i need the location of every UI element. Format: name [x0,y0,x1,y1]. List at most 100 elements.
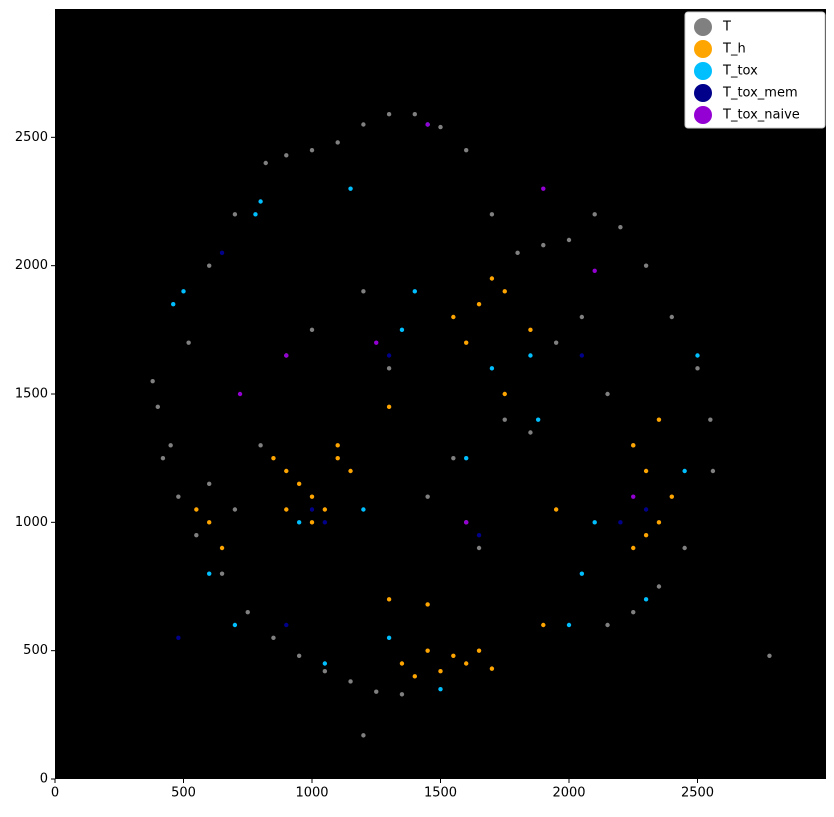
point [361,122,366,127]
point [767,653,772,658]
point [451,653,456,658]
point [695,366,700,371]
point [386,404,392,410]
legend-marker [694,40,712,58]
point [219,571,225,576]
point [263,160,268,166]
point [361,733,366,738]
point [309,147,315,153]
point [656,520,662,525]
point [605,391,610,397]
point [710,468,716,474]
point [631,494,636,499]
point [374,689,379,694]
point [348,468,353,474]
plot-area [55,9,826,779]
point [322,661,328,666]
point [284,468,289,474]
point [412,289,417,294]
x-tick-label: 2500 [681,786,714,801]
point [258,199,263,204]
y-tick-label: 1500 [15,387,48,402]
point [643,263,649,268]
legend-label: T_tox_naive [722,108,800,123]
point [669,494,674,499]
point [425,494,430,499]
point [284,507,289,512]
point [489,276,495,281]
point [322,520,328,525]
x-tick-label: 1000 [295,786,328,801]
point [631,545,636,551]
point [553,507,559,512]
point [361,507,366,512]
point [592,212,597,217]
point [425,122,430,127]
point [476,532,482,538]
point [438,669,443,674]
point [309,507,315,512]
point [348,186,353,191]
point [476,301,482,307]
point [489,366,495,371]
point [322,507,328,512]
y-tick-label: 1000 [15,515,48,530]
point [219,545,225,551]
point [528,327,533,333]
point [399,692,405,697]
point [669,314,674,320]
point [464,340,469,345]
point [592,520,597,525]
point [656,584,662,589]
x-tick-label: 1500 [424,786,457,801]
point [386,635,392,641]
point [207,571,212,576]
point [245,609,250,615]
point [438,124,443,130]
legend-marker [694,84,712,102]
point [528,353,533,358]
point [284,353,289,358]
legend-label: T_h [722,42,746,57]
point [386,112,392,117]
point [181,289,186,294]
point [708,417,713,422]
point [592,268,597,273]
point [253,212,258,217]
point [232,212,238,217]
point [296,520,302,525]
point [541,242,546,248]
point [194,507,199,512]
point [502,391,507,397]
point [541,186,546,191]
point [579,314,585,320]
point [207,520,212,525]
point [284,153,289,158]
point [296,481,302,487]
point [296,653,302,658]
y-tick-label: 500 [23,643,48,658]
point [399,661,405,666]
y-tick-label: 2000 [15,258,48,273]
y-tick-label: 2500 [15,130,48,145]
point [425,648,430,653]
point [631,609,636,615]
legend-marker [694,106,712,124]
x-tick-label: 2000 [552,786,585,801]
point [232,622,238,628]
point [464,455,469,461]
point [271,635,276,641]
point [643,468,649,474]
point [186,340,191,345]
point [451,455,456,461]
point [155,404,160,410]
legend-box [684,11,826,129]
point [271,455,276,461]
point [386,353,392,358]
point [502,417,507,422]
point [528,430,533,435]
point [284,622,289,628]
point [309,520,315,525]
legend-marker [694,62,712,80]
